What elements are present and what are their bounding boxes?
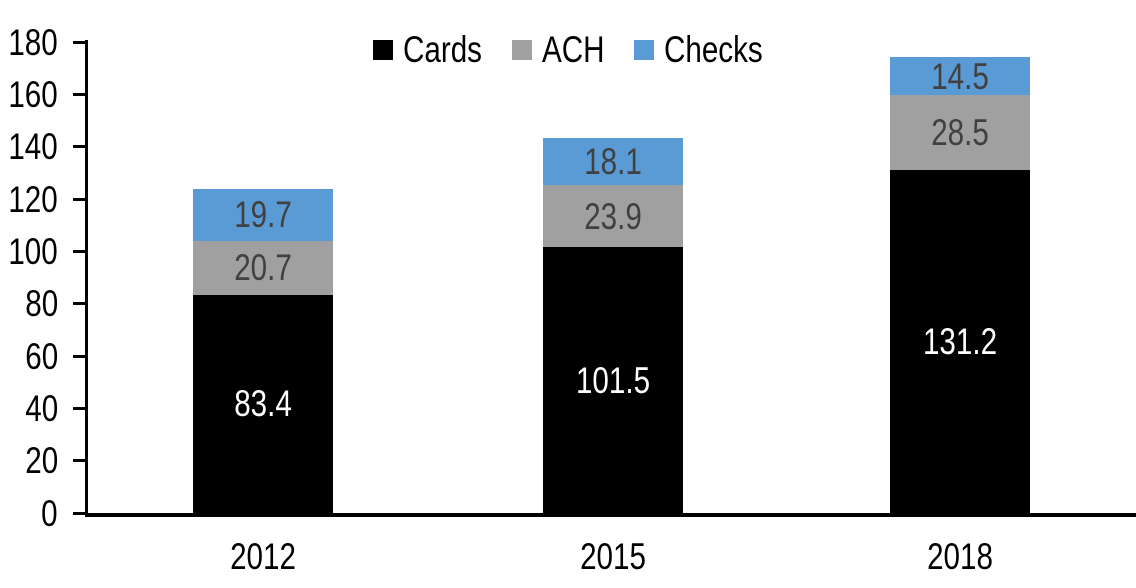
bar-segment-checks-2015 [543,137,683,185]
y-tick-mark [73,145,85,148]
legend-item-ach: ACH [512,29,605,70]
y-tick-label: 60 [25,336,58,377]
legend-label-checks: Checks [664,29,763,70]
x-axis-line [85,513,1136,517]
bar-value-cards-2012: 83.4 [234,383,292,424]
y-tick-mark [73,93,85,96]
bar-value-ach-2015: 23.9 [584,196,642,237]
legend-label-cards: Cards [403,29,483,70]
y-tick-label: 0 [41,493,58,534]
y-tick-label: 20 [25,440,58,481]
y-tick-mark [73,302,85,305]
y-tick-label: 100 [8,231,58,272]
bar-segment-cards-2012 [193,294,333,513]
y-tick-mark [73,198,85,201]
y-axis-line [85,40,88,517]
bar-value-cards-2018: 131.2 [922,321,998,362]
y-tick-label: 40 [25,388,58,429]
legend-swatch-ach-icon [512,39,533,60]
bar-segment-ach-2012 [193,240,333,295]
bar-segment-cards-2015 [543,247,683,513]
legend-item-checks: Checks [634,29,763,70]
legend-swatch-checks-icon [634,39,655,60]
y-tick-mark [73,250,85,253]
y-tick-label: 120 [8,179,58,220]
bar-segment-ach-2018 [890,95,1030,170]
x-axis-label-2018: 2018 [927,536,993,577]
y-tick-mark [73,512,85,515]
y-tick-label: 180 [8,22,58,63]
bar-value-ach-2018: 28.5 [931,112,989,153]
y-tick-mark [73,459,85,462]
y-tick-mark [73,41,85,44]
x-axis-label-2015: 2015 [580,536,646,577]
y-tick-label: 80 [25,283,58,324]
x-axis-label-2012: 2012 [230,536,296,577]
bar-value-ach-2012: 20.7 [234,247,292,288]
y-tick-mark [73,355,85,358]
legend-item-cards: Cards [373,31,482,68]
y-tick-label: 160 [8,74,58,115]
bar-value-checks-2015: 18.1 [584,141,642,182]
bar-value-checks-2012: 19.7 [234,194,292,235]
bar-segment-ach-2015 [543,184,683,248]
y-tick-mark [73,407,85,410]
legend-label-ach: ACH [542,29,605,70]
bar-segment-checks-2012 [193,189,333,241]
bar-value-cards-2015: 101.5 [575,360,651,401]
legend-swatch-cards-icon [373,39,394,60]
bar-segment-cards-2018 [890,169,1030,513]
y-tick-label: 140 [8,126,58,167]
chart-legend: Cards ACH Checks [0,31,1136,68]
bar-segment-checks-2018 [890,57,1030,96]
bar-value-checks-2018: 14.5 [931,56,989,97]
